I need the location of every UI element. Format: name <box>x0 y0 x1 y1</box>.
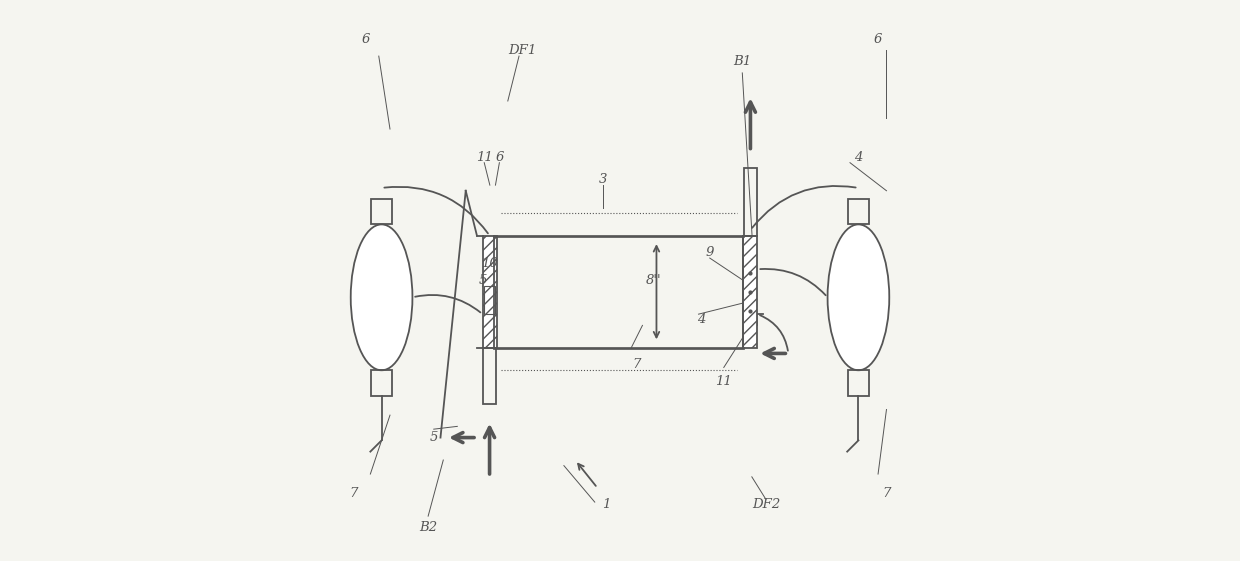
Text: 10: 10 <box>481 257 498 270</box>
Text: 7: 7 <box>632 358 641 371</box>
Bar <box>482 236 496 348</box>
Bar <box>744 168 756 236</box>
Text: 6: 6 <box>495 150 503 164</box>
Bar <box>484 348 496 404</box>
Text: 7: 7 <box>350 487 357 500</box>
Bar <box>485 286 495 314</box>
Bar <box>848 199 868 224</box>
Text: 7: 7 <box>883 487 890 500</box>
Text: DF2: DF2 <box>751 498 780 512</box>
Text: 4: 4 <box>854 150 863 164</box>
Text: 6: 6 <box>362 33 370 46</box>
Text: 6: 6 <box>874 33 882 46</box>
Bar <box>848 370 868 396</box>
Ellipse shape <box>351 224 413 370</box>
Text: B1: B1 <box>733 55 751 68</box>
Text: 3: 3 <box>599 173 608 186</box>
Bar <box>372 370 392 396</box>
Bar <box>744 236 758 348</box>
Text: 1: 1 <box>601 498 610 512</box>
Text: B2: B2 <box>419 521 438 534</box>
Ellipse shape <box>827 224 889 370</box>
Text: 5: 5 <box>429 431 438 444</box>
Text: 9: 9 <box>706 246 714 259</box>
Bar <box>372 199 392 224</box>
Text: 11: 11 <box>715 375 732 388</box>
Text: 11: 11 <box>476 150 492 164</box>
Text: 8'': 8'' <box>646 274 661 287</box>
Text: DF1: DF1 <box>508 44 537 57</box>
Text: 5: 5 <box>479 274 487 287</box>
Text: 4: 4 <box>697 313 706 327</box>
